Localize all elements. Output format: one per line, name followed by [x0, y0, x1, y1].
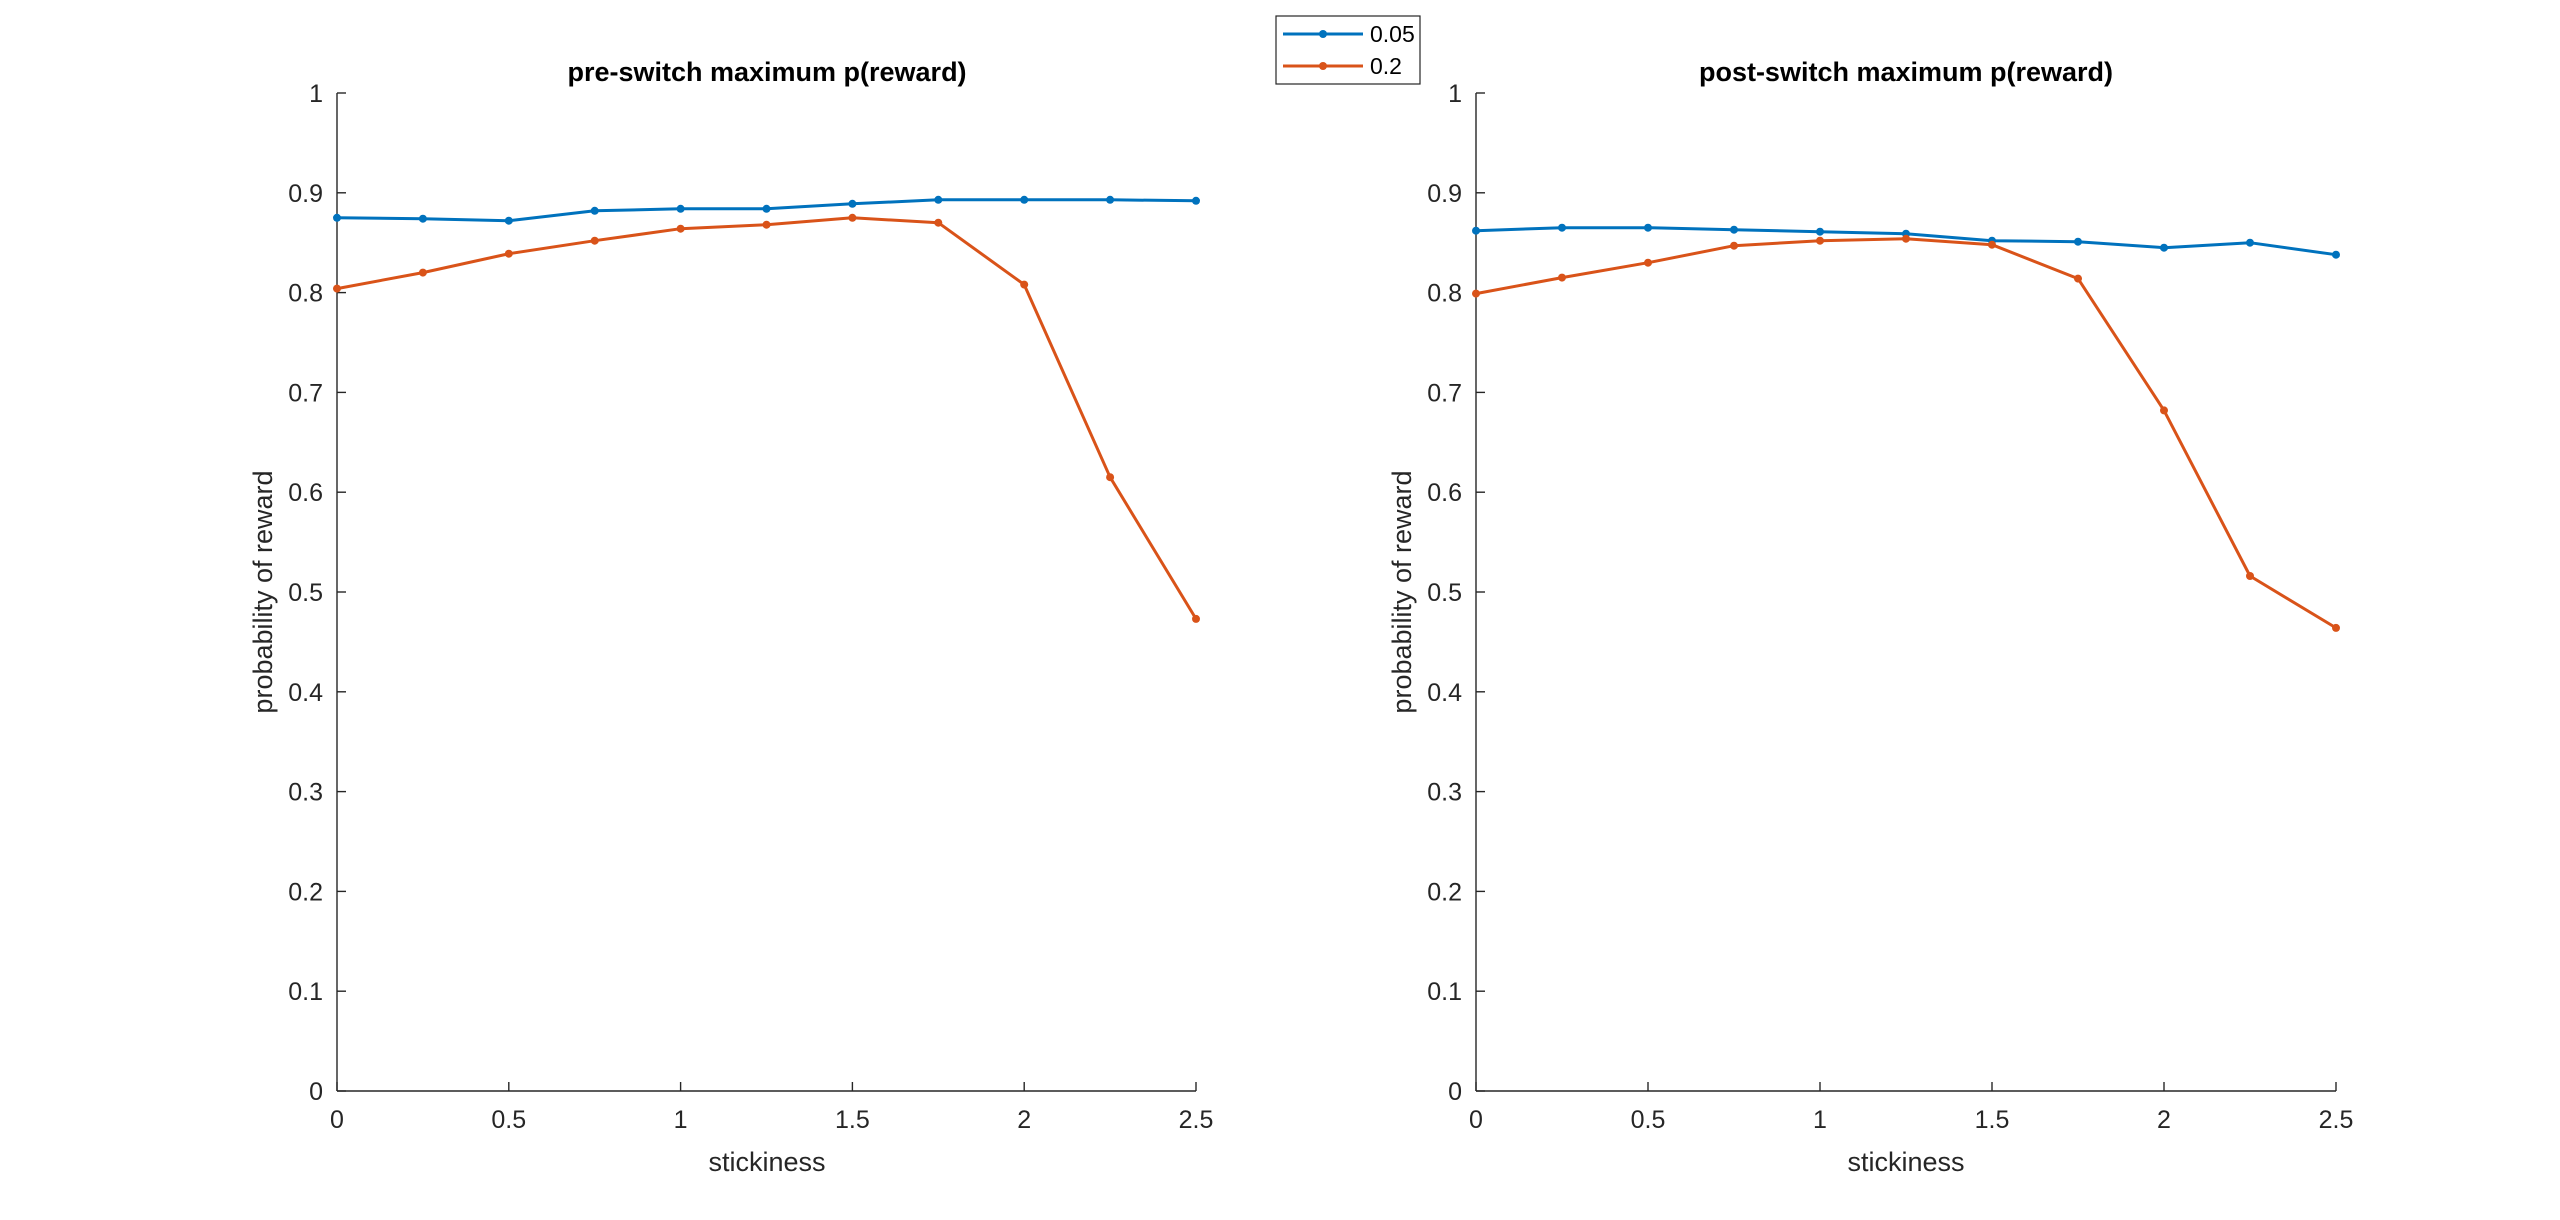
data-point[interactable]	[1020, 195, 1029, 204]
data-point[interactable]	[333, 284, 341, 293]
x-tick-label: 2.5	[2319, 1106, 2354, 1134]
data-point[interactable]	[2074, 237, 2082, 246]
chart-title: post-switch maximum p(reward)	[1699, 57, 2113, 87]
y-tick-label: 0.4	[1427, 679, 1462, 707]
legend[interactable]: 0.05 0.2	[1275, 15, 1421, 85]
y-axis-label: probability of reward	[1387, 470, 1417, 713]
data-point[interactable]	[1644, 223, 1652, 232]
data-point[interactable]	[1558, 223, 1566, 232]
x-tick-label: 1.5	[835, 1106, 870, 1134]
y-tick-label: 0.1	[1427, 978, 1462, 1006]
data-point[interactable]	[762, 204, 771, 213]
x-tick-label: 2	[2157, 1106, 2171, 1134]
y-tick-label: 0.8	[288, 280, 323, 308]
y-axis-label: probability of reward	[248, 470, 278, 713]
data-point[interactable]	[590, 236, 599, 245]
legend-label: 0.2	[1370, 53, 1402, 79]
data-point[interactable]	[418, 268, 427, 277]
y-tick-label: 0.9	[1427, 180, 1462, 208]
y-tick-label: 0.8	[1427, 280, 1462, 308]
y-tick-label: 1	[1448, 80, 1462, 108]
y-tick-label: 0.1	[288, 978, 323, 1006]
y-tick-label: 0.3	[1427, 779, 1462, 807]
chart-post-switch: post-switch maximum p(reward) stickiness…	[1387, 57, 2353, 1177]
y-tick-label: 0.9	[288, 180, 323, 208]
data-point[interactable]	[2332, 250, 2340, 259]
x-tick-label: 1.5	[1975, 1106, 2010, 1134]
data-point[interactable]	[1730, 225, 1738, 234]
x-tick-label: 2	[1017, 1106, 1031, 1134]
data-point[interactable]	[1644, 258, 1652, 267]
y-tick-label: 1	[309, 80, 323, 108]
data-point[interactable]	[676, 224, 685, 233]
data-point[interactable]	[1730, 241, 1738, 250]
x-tick-label: 0	[330, 1106, 344, 1134]
data-point[interactable]	[848, 199, 857, 208]
y-tick-label: 0.2	[288, 878, 323, 906]
chart-title: pre-switch maximum p(reward)	[567, 57, 966, 87]
data-point[interactable]	[1472, 289, 1480, 298]
x-tick-label: 2.5	[1179, 1106, 1214, 1134]
data-point[interactable]	[2160, 243, 2168, 252]
data-point[interactable]	[1192, 196, 1200, 205]
data-point[interactable]	[934, 218, 943, 227]
data-point[interactable]	[418, 214, 427, 223]
data-point[interactable]	[1192, 614, 1200, 623]
x-tick-label: 0.5	[1631, 1106, 1666, 1134]
x-tick-label: 0.5	[491, 1106, 526, 1134]
data-point[interactable]	[1558, 273, 1566, 282]
chart-pre-switch: pre-switch maximum p(reward) stickiness …	[248, 57, 1213, 1177]
x-tick-label: 1	[674, 1106, 688, 1134]
data-point[interactable]	[1472, 226, 1480, 235]
data-point[interactable]	[590, 206, 599, 215]
data-point[interactable]	[504, 249, 513, 258]
data-point[interactable]	[934, 195, 943, 204]
data-point[interactable]	[1816, 227, 1824, 236]
x-axis-label: stickiness	[708, 1147, 825, 1177]
legend-box	[1275, 15, 1421, 85]
y-tick-label: 0.4	[288, 679, 323, 707]
legend-entry-0-05[interactable]: 0.05	[1283, 21, 1415, 47]
legend-entry-0-2[interactable]: 0.2	[1283, 53, 1402, 79]
data-point[interactable]	[762, 220, 771, 229]
data-point[interactable]	[848, 213, 857, 222]
data-point[interactable]	[1106, 195, 1115, 204]
data-point[interactable]	[1106, 473, 1115, 482]
data-point[interactable]	[504, 216, 513, 225]
y-tick-label: 0.6	[1427, 479, 1462, 507]
y-tick-label: 0.3	[288, 779, 323, 807]
legend-marker	[1319, 62, 1327, 70]
data-point[interactable]	[333, 213, 341, 222]
data-point[interactable]	[2160, 406, 2168, 415]
data-point[interactable]	[2246, 238, 2254, 247]
data-point[interactable]	[1816, 236, 1824, 245]
y-tick-label: 0	[309, 1078, 323, 1106]
data-point[interactable]	[1988, 240, 1996, 249]
data-point[interactable]	[2332, 623, 2340, 632]
y-tick-label: 0.7	[1427, 379, 1462, 407]
data-point[interactable]	[676, 204, 685, 213]
y-tick-label: 0.7	[288, 379, 323, 407]
x-axis-label: stickiness	[1847, 1147, 1964, 1177]
data-point[interactable]	[2246, 572, 2254, 580]
legend-label: 0.05	[1370, 21, 1415, 47]
x-tick-label: 0	[1469, 1106, 1483, 1134]
legend-marker	[1319, 30, 1327, 38]
y-tick-label: 0.6	[288, 479, 323, 507]
x-tick-label: 1	[1813, 1106, 1827, 1134]
y-tick-label: 0.5	[288, 579, 323, 607]
data-point[interactable]	[2074, 274, 2082, 283]
y-tick-label: 0.2	[1427, 878, 1462, 906]
data-point[interactable]	[1020, 280, 1029, 289]
y-tick-label: 0	[1448, 1078, 1462, 1106]
data-point[interactable]	[1902, 234, 1910, 243]
y-tick-label: 0.5	[1427, 579, 1462, 607]
